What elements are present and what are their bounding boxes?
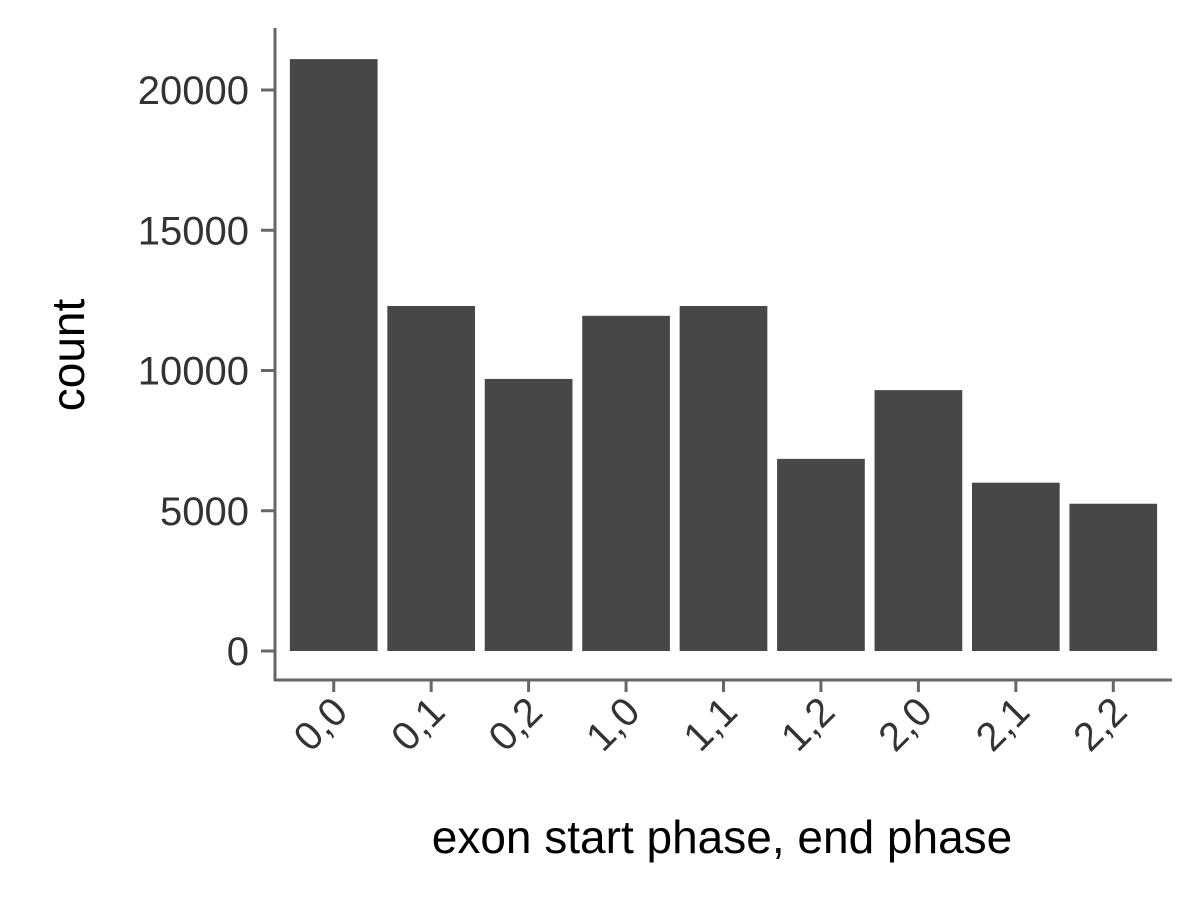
x-axis-title: exon start phase, end phase [432, 811, 1013, 863]
y-tick-label: 5000 [160, 490, 249, 534]
bars-layer [289, 59, 1158, 651]
x-ticks: 0,0 0,1 0,2 1,0 1,1 1,2 2,0 2,1 2,2 [286, 680, 1136, 760]
bar-2-1 [971, 482, 1060, 651]
y-tick-label: 20000 [138, 69, 249, 113]
bar-0-1 [387, 305, 476, 651]
x-tick-label: 0,0 [286, 689, 356, 759]
x-tick-label: 2,2 [1065, 689, 1135, 759]
x-tick-label: 2,0 [870, 689, 940, 759]
y-axis-title: count [42, 299, 94, 412]
bar-0-2 [484, 378, 573, 651]
bar-2-0 [874, 390, 963, 651]
x-tick-label: 2,1 [968, 689, 1038, 759]
bar-2-2 [1069, 503, 1158, 651]
y-ticks: 0 5000 10000 15000 20000 [138, 69, 275, 674]
x-tick-label: 0,2 [481, 689, 551, 759]
x-tick-label: 1,2 [773, 689, 843, 759]
bar-1-2 [777, 458, 865, 651]
bar-0-0 [289, 59, 378, 651]
y-tick-label: 0 [227, 630, 249, 674]
x-tick-label: 1,0 [578, 689, 648, 759]
x-tick-label: 1,1 [675, 689, 745, 759]
y-tick-label: 10000 [138, 350, 249, 394]
bar-1-0 [582, 315, 670, 651]
x-tick-label: 0,1 [383, 689, 453, 759]
bar-1-1 [679, 305, 768, 651]
y-tick-label: 15000 [138, 209, 249, 253]
